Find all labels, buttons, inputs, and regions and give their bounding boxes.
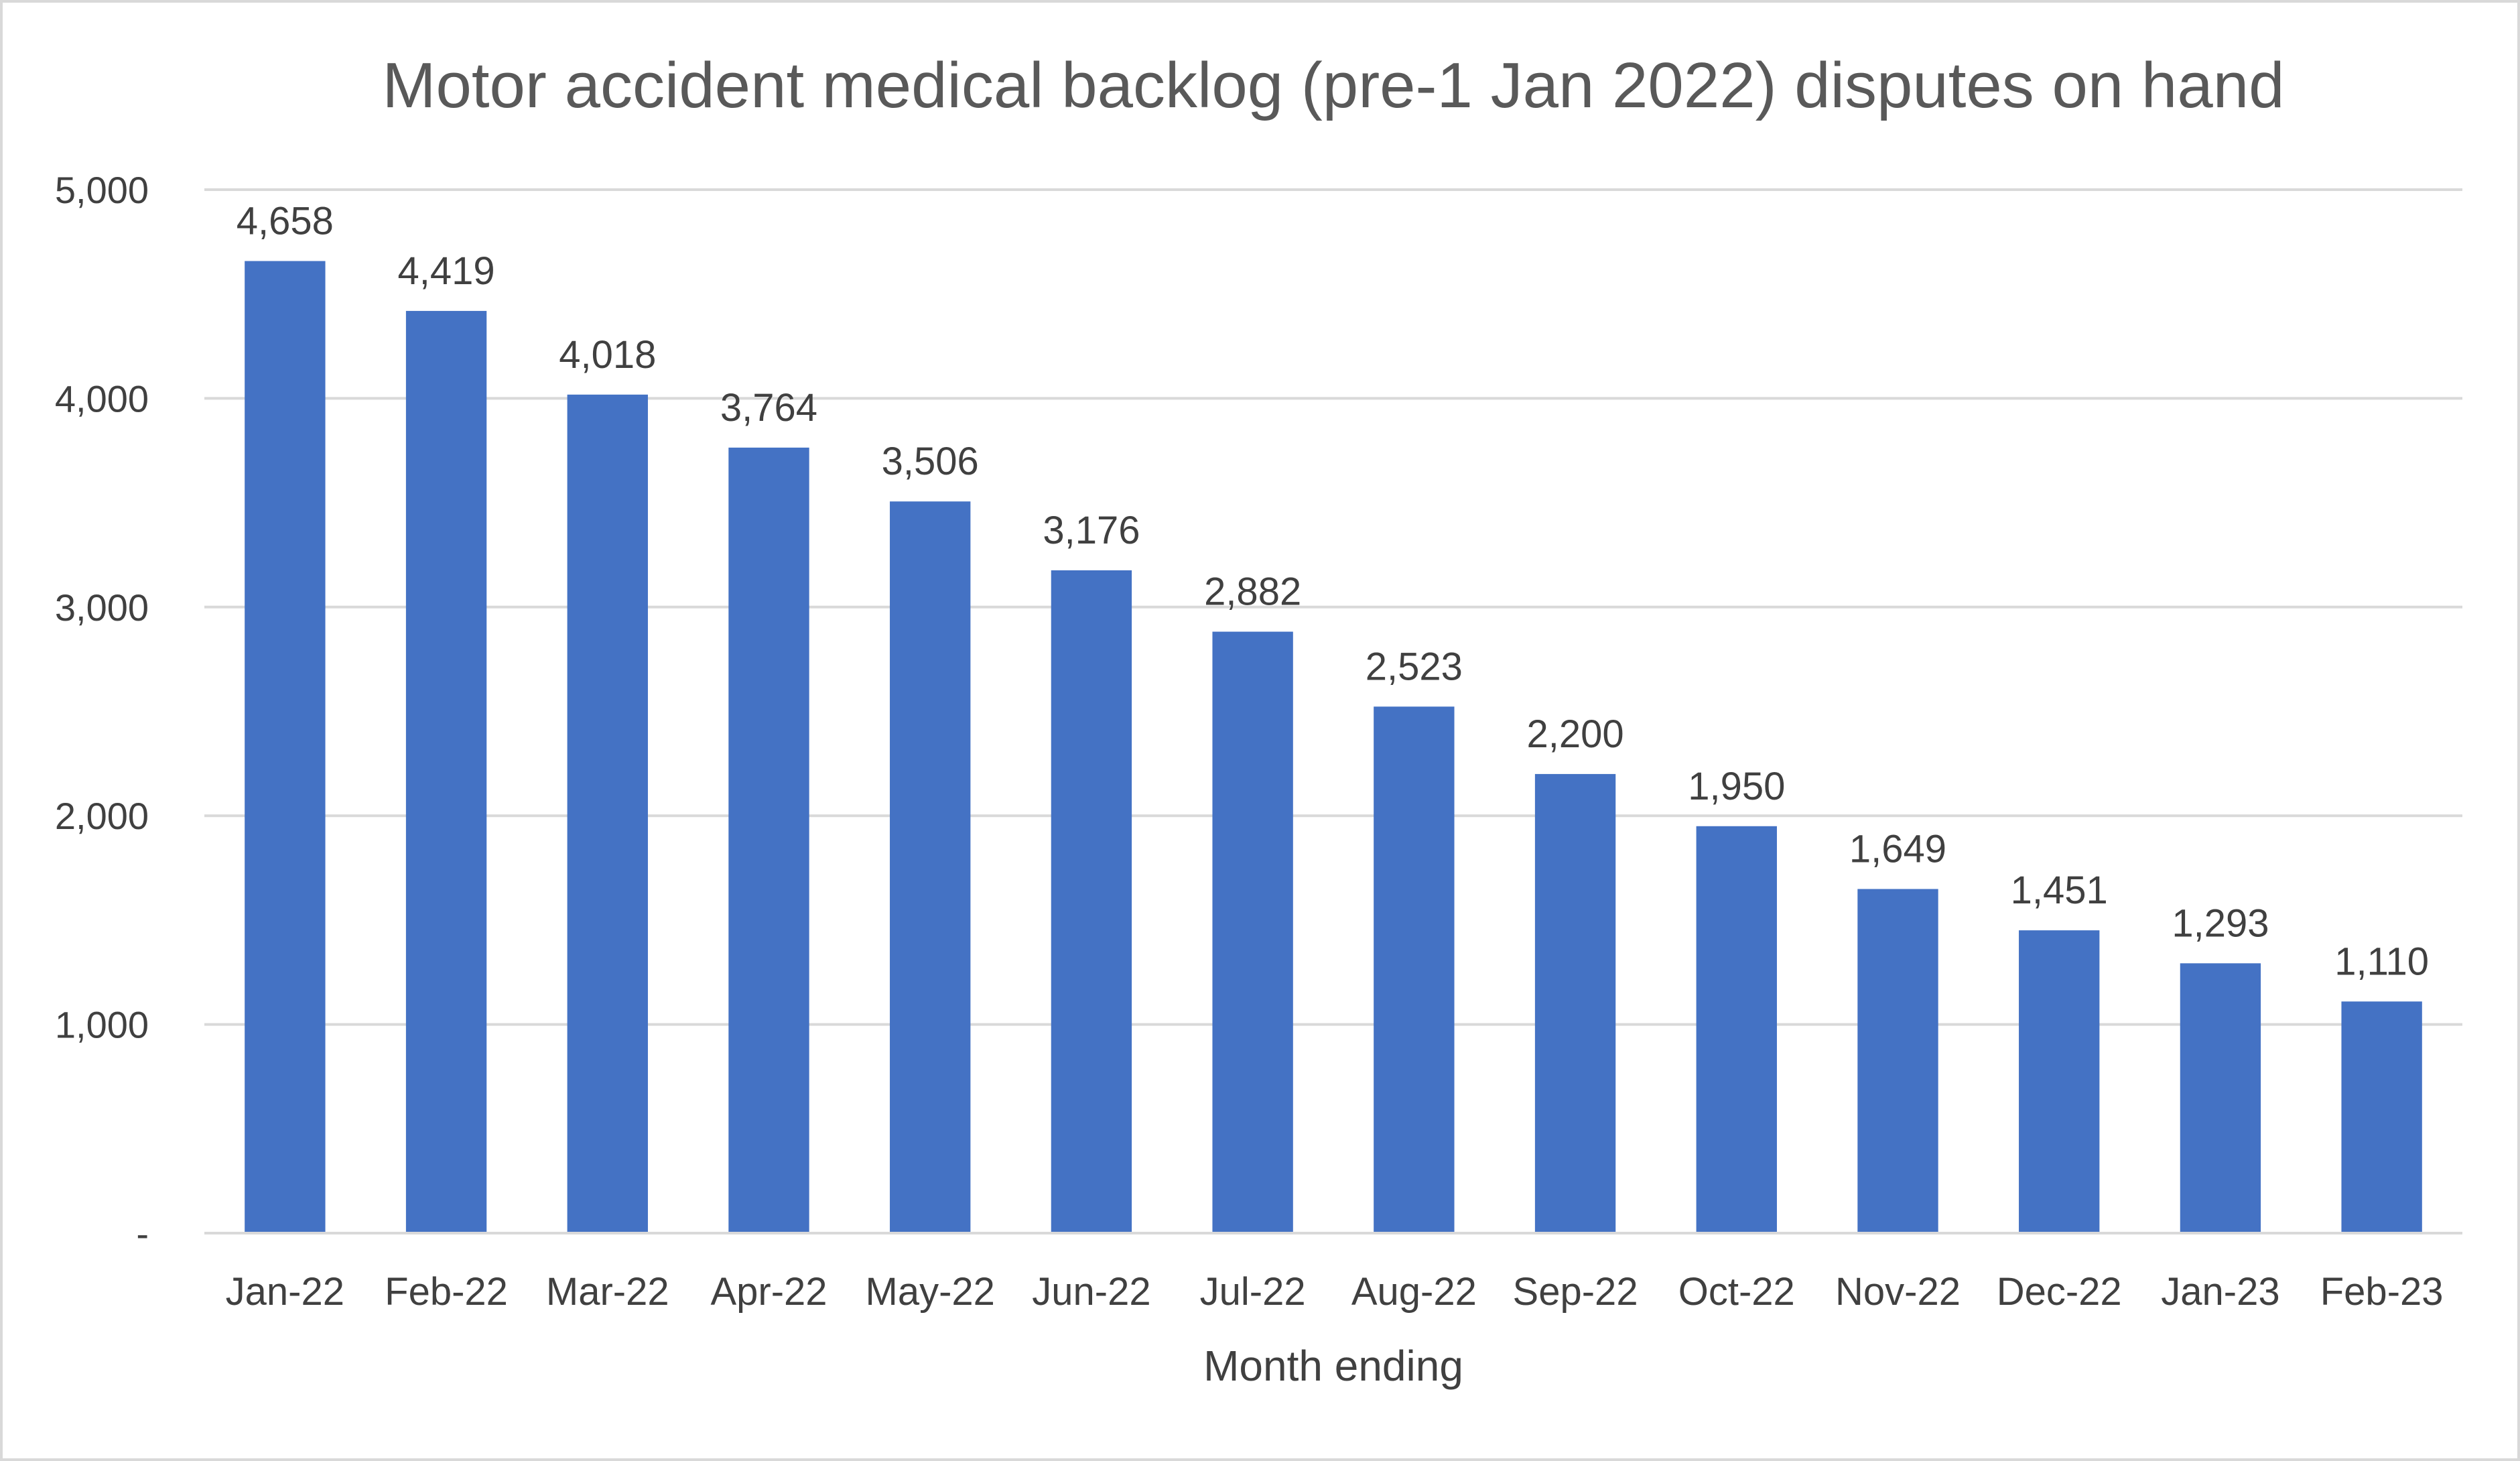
x-tick-label: Jan-22	[226, 1270, 344, 1314]
x-tick-label: Feb-23	[2320, 1270, 2444, 1314]
bar	[245, 261, 326, 1234]
y-tick-label: 3,000	[55, 586, 149, 629]
bar	[2180, 963, 2261, 1233]
data-label: 1,451	[2011, 869, 2108, 912]
y-tick-label: -	[136, 1212, 149, 1255]
bar	[2341, 1001, 2422, 1233]
x-axis-title: Month ending	[1203, 1342, 1463, 1390]
data-label: 4,018	[559, 333, 656, 377]
data-label: 1,293	[2172, 901, 2269, 945]
bar	[728, 447, 809, 1233]
y-axis-ticks: - 1,000 2,000 3,000 4,000 5,000	[55, 169, 149, 1255]
bar	[1857, 889, 1938, 1233]
x-tick-label: May-22	[866, 1270, 995, 1314]
x-tick-label: Oct-22	[1678, 1270, 1795, 1314]
x-tick-label: Aug-22	[1351, 1270, 1477, 1314]
bars	[245, 261, 2422, 1234]
bar	[405, 310, 487, 1234]
data-label: 1,950	[1688, 765, 1785, 808]
bar	[2019, 930, 2100, 1233]
x-axis-ticks: Jan-22 Feb-22 Mar-22 Apr-22 May-22 Jun-22 Jul-…	[226, 1270, 2444, 1314]
bar	[567, 394, 648, 1233]
data-label: 3,506	[882, 440, 979, 483]
data-label: 4,419	[397, 249, 494, 293]
y-tick-label: 4,000	[55, 377, 149, 420]
data-label: 2,882	[1204, 570, 1301, 614]
gridlines	[204, 188, 2462, 1026]
y-tick-label: 1,000	[55, 1004, 149, 1046]
x-tick-label: Dec-22	[1997, 1270, 2122, 1314]
x-tick-label: Mar-22	[546, 1270, 669, 1314]
data-label: 1,649	[1849, 828, 1946, 871]
x-tick-label: Apr-22	[710, 1270, 827, 1314]
y-tick-label: 5,000	[55, 169, 149, 211]
data-label: 3,176	[1043, 509, 1140, 552]
chart-title: Motor accident medical backlog (pre-1 Ja…	[383, 50, 2285, 121]
bar	[890, 501, 971, 1233]
x-tick-label: Sep-22	[1513, 1270, 1638, 1314]
data-label: 2,523	[1366, 645, 1463, 688]
bar	[1534, 773, 1616, 1233]
data-label: 1,110	[2334, 940, 2429, 983]
x-tick-label: Jan-23	[2161, 1270, 2279, 1314]
x-tick-label: Feb-22	[385, 1270, 508, 1314]
data-labels: 4,658 4,419 4,018 3,764 3,506 3,176 2,882 2,523…	[237, 199, 2429, 983]
x-tick-label: Jul-22	[1200, 1270, 1306, 1314]
data-label: 4,658	[237, 199, 334, 243]
bar	[1212, 631, 1293, 1233]
x-tick-label: Jun-22	[1032, 1270, 1150, 1314]
data-label: 3,764	[720, 386, 817, 430]
bar	[1051, 570, 1132, 1233]
y-tick-label: 2,000	[55, 795, 149, 837]
bar	[1696, 826, 1777, 1233]
bar	[1374, 706, 1455, 1233]
data-label: 2,200	[1526, 712, 1623, 756]
x-tick-label: Nov-22	[1835, 1270, 1961, 1314]
